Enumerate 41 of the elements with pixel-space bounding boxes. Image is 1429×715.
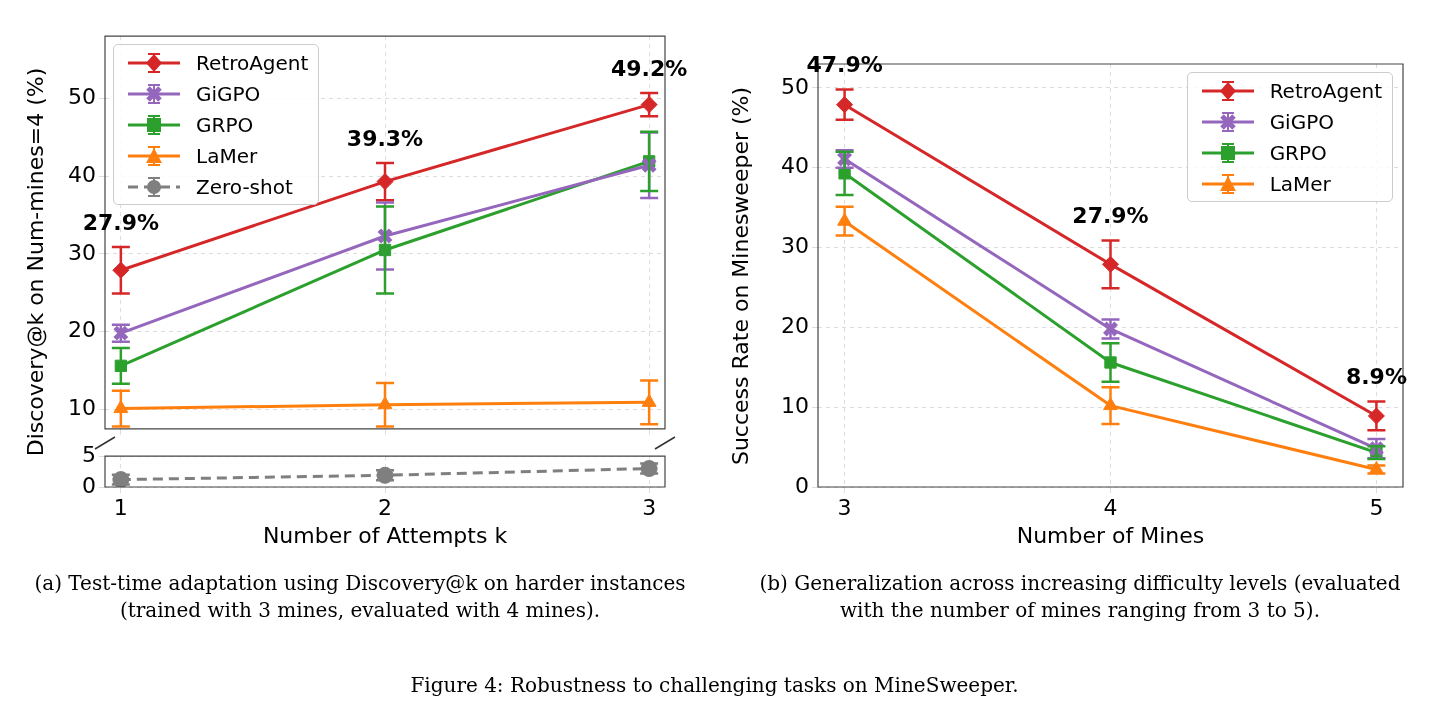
data-label: 27.9%	[1072, 203, 1149, 229]
legend-label: Zero-shot	[196, 174, 293, 199]
legend-label: GiGPO	[1269, 109, 1334, 134]
x-tick-label: 5	[1369, 494, 1384, 520]
x-tick-label: 2	[378, 494, 392, 520]
y-tick-label: 0	[795, 472, 809, 498]
legend-label: LaMer	[1269, 171, 1331, 196]
legend-label: GRPO	[1269, 140, 1327, 165]
y-axis-title: Discovery@k on Num-mines=4 (%)	[22, 67, 48, 456]
legend-label: LaMer	[196, 143, 258, 168]
x-tick-label: 3	[837, 494, 852, 520]
y-tick-label: 30	[781, 233, 809, 259]
legend-label: RetroAgent	[196, 50, 309, 75]
x-axis-title: Number of Mines	[1016, 522, 1205, 548]
x-axis-title: Number of Attempts k	[262, 522, 508, 548]
y-tick-label: 20	[781, 313, 809, 339]
legend-label: GiGPO	[196, 81, 261, 106]
y-tick-label: 50	[781, 73, 809, 99]
legend-label: GRPO	[196, 112, 254, 137]
text: (b) Generalization across increasing difficulty levels (evaluated with the number of mines ranging from 3 to 5).	[758, 570, 1402, 624]
y-tick-label: 40	[781, 153, 809, 179]
y-axis-title: Success Rate on Minesweeper (%)	[727, 86, 753, 465]
y-tick-label: 0	[82, 472, 96, 498]
data-label: 8.9%	[1345, 364, 1407, 390]
y-tick-label: 10	[781, 392, 809, 418]
data-label: 39.3%	[346, 125, 424, 151]
text: (a) Test-time adaptation using Discovery@k on harder instances (trained with 3 mines, evaluated with 4 mines).	[33, 570, 687, 624]
x-tick-label: 1	[113, 494, 128, 520]
y-tick-label: 30	[68, 239, 96, 265]
legend-label: RetroAgent	[1269, 78, 1382, 103]
data-label: 49.2%	[610, 55, 688, 81]
y-tick-label: 20	[68, 317, 96, 343]
data-label: 47.9%	[806, 52, 883, 78]
y-tick-label: 40	[68, 161, 96, 187]
caption: Figure 4: Robustness to challenging tasks on MineSweeper.	[409, 672, 1020, 699]
y-tick-label: 50	[68, 84, 96, 110]
x-tick-label: 3	[642, 494, 657, 520]
y-tick-label: 5	[82, 441, 96, 467]
data-label: 27.9%	[82, 209, 160, 235]
x-tick-label: 4	[1103, 494, 1118, 520]
y-tick-label: 10	[68, 395, 96, 421]
